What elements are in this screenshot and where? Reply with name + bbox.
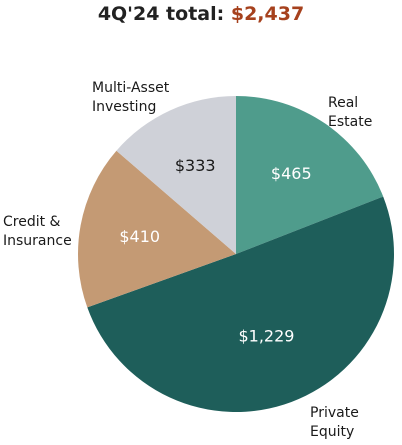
category-label-credit-insurance: Credit & Insurance (3, 213, 72, 251)
value-label-private-equity: $1,229 (238, 326, 294, 345)
category-label-line: Equity (310, 424, 355, 440)
category-label-line: Estate (328, 114, 373, 130)
slice-private-equity (87, 196, 395, 412)
category-label-real-estate: Real Estate (328, 94, 372, 132)
category-label-line: Investing (92, 99, 157, 115)
slice-real-estate (236, 96, 384, 254)
category-label-line: Real (328, 95, 359, 111)
chart-title-total: $2,437 (230, 3, 305, 25)
slice-credit-insurance (77, 150, 236, 308)
category-label-line: Private (310, 405, 359, 421)
category-label-multi-asset: Multi-Asset Investing (92, 79, 169, 117)
value-label-multi-asset: $333 (175, 156, 216, 175)
slice-multi-asset (116, 96, 236, 254)
chart-title-prefix: 4Q'24 total: (97, 3, 225, 25)
category-label-line: Credit & (3, 214, 61, 230)
category-label-private-equity: Private Equity (310, 404, 359, 442)
value-label-real-estate: $465 (271, 164, 312, 183)
category-label-line: Insurance (3, 233, 72, 249)
value-label-credit-insurance: $410 (119, 227, 160, 246)
chart-title: 4Q'24 total: $2,437 (0, 3, 402, 25)
category-label-line: Multi-Asset (92, 80, 170, 96)
